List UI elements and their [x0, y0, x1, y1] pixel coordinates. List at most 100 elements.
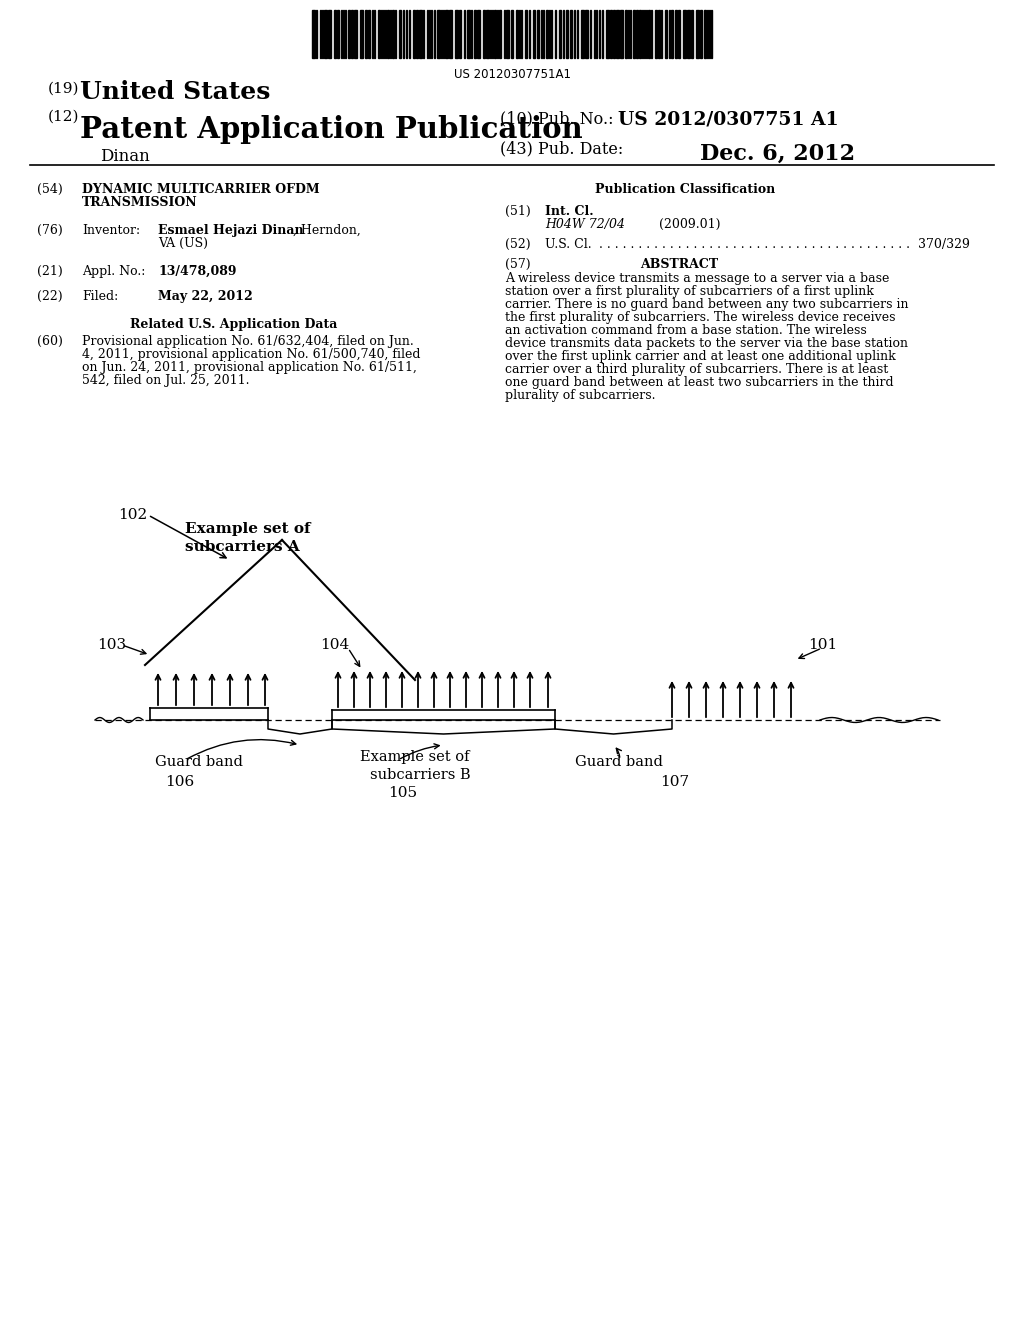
Bar	[610, 11, 612, 58]
Text: device transmits data packets to the server via the base station: device transmits data packets to the ser…	[505, 337, 908, 350]
Text: Guard band: Guard band	[155, 755, 243, 770]
Text: Esmael Hejazi Dinan: Esmael Hejazi Dinan	[158, 224, 304, 238]
Bar	[459, 11, 461, 58]
Bar	[546, 11, 548, 58]
Bar	[648, 11, 650, 58]
Bar	[328, 11, 331, 58]
Text: (21): (21)	[37, 265, 62, 279]
Bar	[474, 11, 476, 58]
Bar	[655, 11, 657, 58]
Text: 13/478,089: 13/478,089	[158, 265, 237, 279]
Text: carrier. There is no guard band between any two subcarriers in: carrier. There is no guard band between …	[505, 298, 908, 312]
Text: over the first uplink carrier and at least one additional uplink: over the first uplink carrier and at lea…	[505, 350, 896, 363]
Bar	[683, 11, 686, 58]
Text: subcarriers A: subcarriers A	[185, 540, 300, 554]
Bar	[616, 11, 618, 58]
Bar	[483, 11, 485, 58]
Bar	[445, 11, 449, 58]
Bar	[368, 11, 370, 58]
Text: TRANSMISSION: TRANSMISSION	[82, 195, 198, 209]
Bar	[633, 11, 635, 58]
Bar	[348, 11, 350, 58]
Text: 101: 101	[808, 638, 838, 652]
Bar	[534, 11, 535, 58]
Bar	[658, 11, 660, 58]
Bar	[378, 11, 380, 58]
Text: U.S. Cl.: U.S. Cl.	[545, 238, 592, 251]
Text: 103: 103	[97, 638, 126, 652]
Bar	[467, 11, 470, 58]
Bar	[705, 11, 706, 58]
Bar	[419, 11, 422, 58]
Text: (76): (76)	[37, 224, 62, 238]
Bar	[581, 11, 584, 58]
Text: 4, 2011, provisional application No. 61/500,740, filed: 4, 2011, provisional application No. 61/…	[82, 348, 421, 360]
Bar	[312, 11, 315, 58]
Text: on Jun. 24, 2011, provisional application No. 61/511,: on Jun. 24, 2011, provisional applicatio…	[82, 360, 417, 374]
Bar	[537, 11, 539, 58]
Text: 106: 106	[165, 775, 195, 789]
Bar	[678, 11, 680, 58]
Text: (60): (60)	[37, 335, 62, 348]
Text: plurality of subcarriers.: plurality of subcarriers.	[505, 389, 655, 403]
Bar	[324, 11, 327, 58]
Text: (19): (19)	[48, 82, 80, 96]
Text: (10) Pub. No.:: (10) Pub. No.:	[500, 110, 613, 127]
Text: 105: 105	[388, 785, 417, 800]
Text: (43) Pub. Date:: (43) Pub. Date:	[500, 140, 624, 157]
Text: Dinan: Dinan	[100, 148, 150, 165]
Text: (52): (52)	[505, 238, 530, 251]
Bar	[636, 11, 638, 58]
Bar	[392, 11, 394, 58]
Bar	[354, 11, 357, 58]
Bar	[620, 11, 623, 58]
Text: Example set of: Example set of	[360, 750, 469, 764]
Text: 542, filed on Jul. 25, 2011.: 542, filed on Jul. 25, 2011.	[82, 374, 250, 387]
Bar	[516, 11, 518, 58]
Text: Filed:: Filed:	[82, 290, 118, 304]
Text: 104: 104	[319, 638, 349, 652]
Bar	[334, 11, 336, 58]
Text: Dec. 6, 2012: Dec. 6, 2012	[700, 143, 855, 165]
Bar	[696, 11, 699, 58]
Bar	[494, 11, 496, 58]
Text: VA (US): VA (US)	[158, 238, 208, 249]
Bar	[413, 11, 415, 58]
Bar	[639, 11, 641, 58]
Bar	[499, 11, 501, 58]
Text: May 22, 2012: May 22, 2012	[158, 290, 253, 304]
Text: Int. Cl.: Int. Cl.	[545, 205, 594, 218]
Bar	[337, 11, 339, 58]
Text: carrier over a third plurality of subcarriers. There is at least: carrier over a third plurality of subcar…	[505, 363, 888, 376]
Text: , Herndon,: , Herndon,	[293, 224, 360, 238]
Text: (12): (12)	[48, 110, 80, 124]
Text: Example set of: Example set of	[185, 521, 310, 536]
Bar	[700, 11, 702, 58]
Text: (54): (54)	[37, 183, 62, 195]
Bar	[360, 11, 362, 58]
Text: Guard band: Guard band	[575, 755, 663, 770]
Text: United States: United States	[80, 81, 270, 104]
Bar	[387, 11, 389, 58]
Text: Provisional application No. 61/632,404, filed on Jun.: Provisional application No. 61/632,404, …	[82, 335, 414, 348]
Bar	[365, 11, 367, 58]
Text: US 2012/0307751 A1: US 2012/0307751 A1	[618, 110, 839, 128]
Bar	[566, 11, 568, 58]
Text: Appl. No.:: Appl. No.:	[82, 265, 145, 279]
Text: Related U.S. Application Data: Related U.S. Application Data	[130, 318, 337, 331]
Bar	[570, 11, 572, 58]
Text: subcarriers B: subcarriers B	[370, 768, 471, 781]
Bar	[525, 11, 527, 58]
Text: (22): (22)	[37, 290, 62, 304]
Bar	[671, 11, 673, 58]
Text: (2009.01): (2009.01)	[635, 218, 721, 231]
Bar	[351, 11, 353, 58]
Text: an activation command from a base station. The wireless: an activation command from a base statio…	[505, 323, 866, 337]
Bar	[665, 11, 667, 58]
Bar	[613, 11, 615, 58]
Text: 102: 102	[118, 508, 147, 521]
Text: ABSTRACT: ABSTRACT	[640, 257, 718, 271]
Bar	[449, 11, 452, 58]
Text: Inventor:: Inventor:	[82, 224, 140, 238]
Text: 107: 107	[660, 775, 689, 789]
